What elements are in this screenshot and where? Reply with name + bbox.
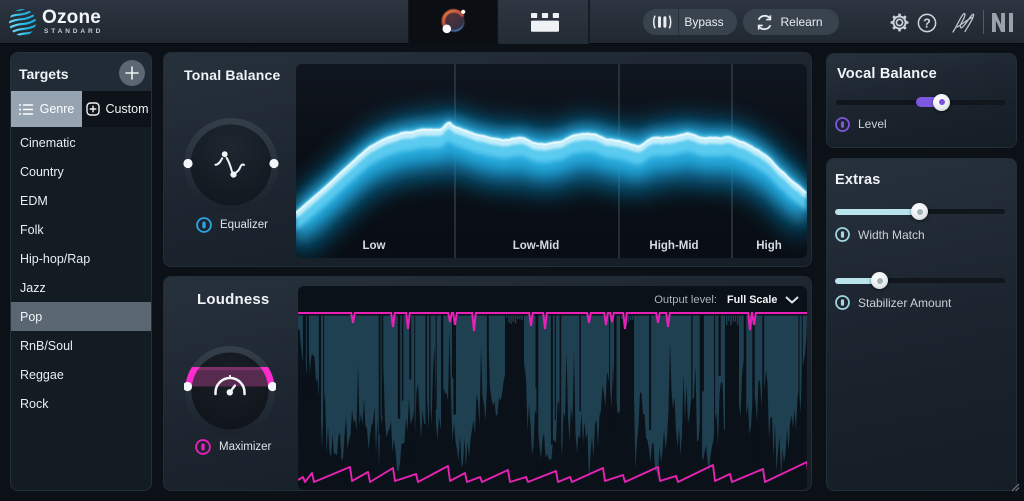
svg-text:High-Mid: High-Mid — [649, 240, 698, 252]
svg-text:Full Scale: Full Scale — [727, 294, 777, 306]
svg-text:?: ? — [923, 16, 931, 30]
svg-text:Output level:: Output level: — [654, 294, 717, 306]
svg-text:Low-Mid: Low-Mid — [513, 240, 560, 252]
svg-text:Low: Low — [363, 240, 386, 252]
svg-text:High: High — [756, 240, 782, 252]
